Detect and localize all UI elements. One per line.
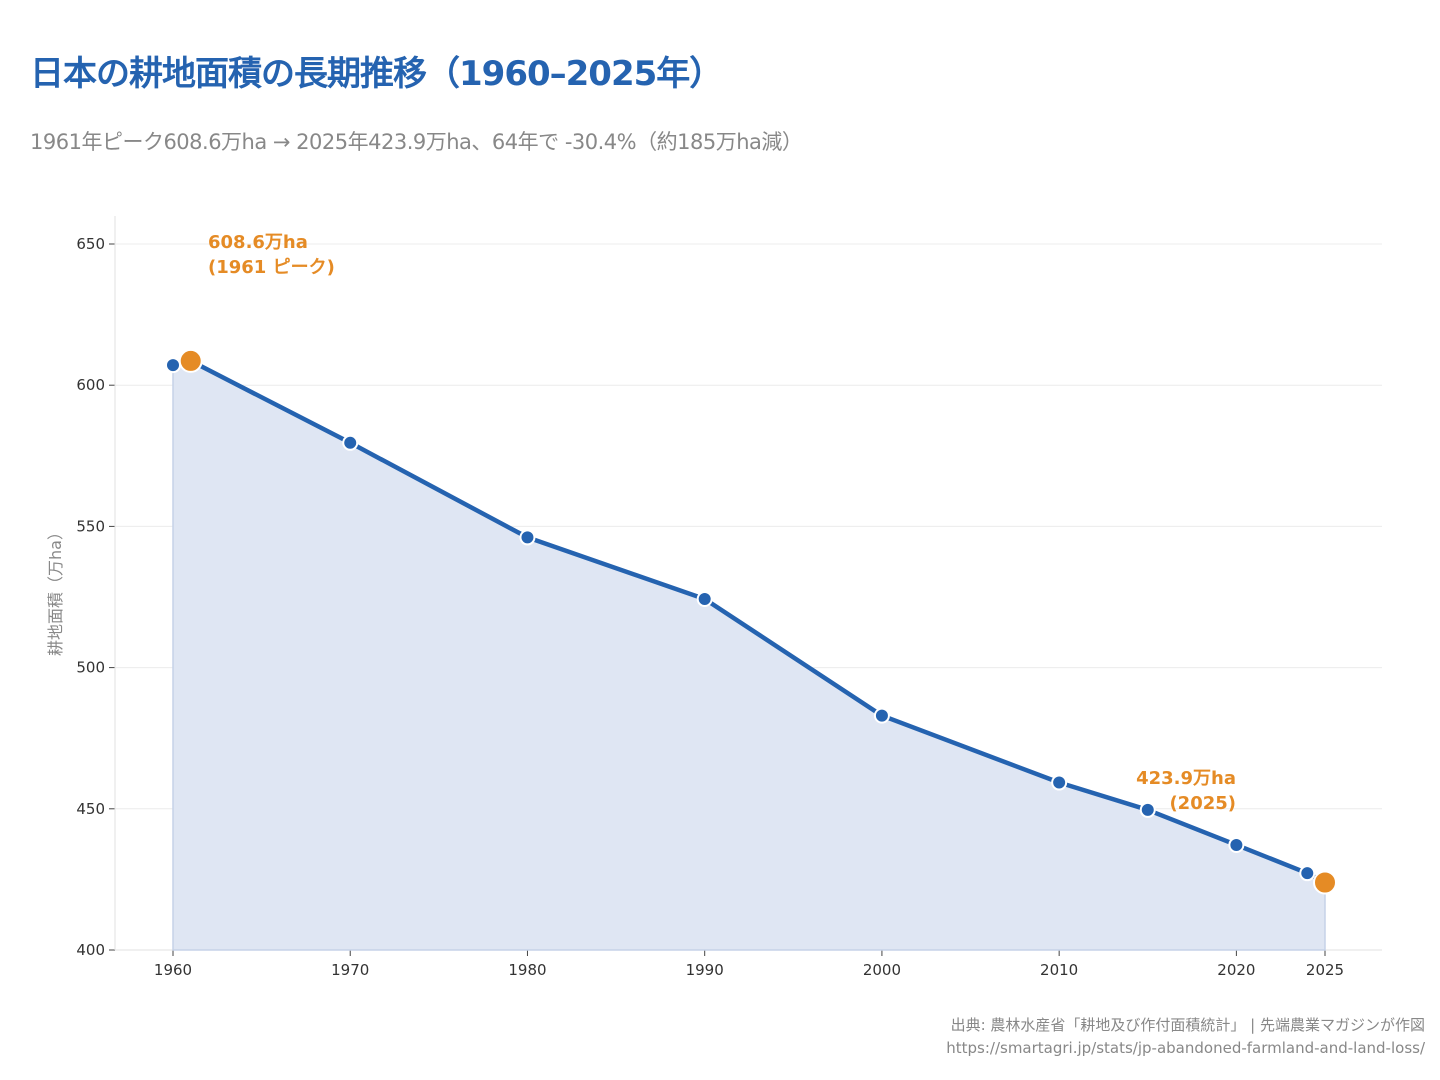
data-point — [519, 529, 536, 546]
data-point — [1299, 865, 1316, 882]
x-tick-label: 1990 — [686, 961, 724, 979]
y-tick-label: 400 — [76, 941, 105, 959]
y-tick-label: 500 — [76, 659, 105, 677]
annotation-label: (2025) — [1169, 793, 1236, 814]
data-point — [1228, 836, 1245, 853]
chart-title: 日本の耕地面積の長期推移（1960–2025年） — [30, 54, 723, 94]
x-tick-label: 2020 — [1217, 961, 1255, 979]
x-tick-label: 2000 — [863, 961, 901, 979]
data-point — [342, 434, 359, 451]
x-tick-label: 1980 — [508, 961, 546, 979]
data-point — [1139, 801, 1156, 818]
annotation-label: 608.6万ha — [208, 232, 308, 253]
annotation-label: (1961 ピーク) — [208, 257, 335, 278]
x-tick-label: 2025 — [1306, 961, 1344, 979]
y-axis-label: 耕地面積（万ha） — [46, 524, 65, 656]
data-point — [873, 707, 890, 724]
annotation-label: 423.9万ha — [1136, 768, 1236, 789]
x-tick-label: 2010 — [1040, 961, 1078, 979]
source-url: https://smartagri.jp/stats/jp-abandoned-… — [946, 1039, 1425, 1057]
x-tick-label: 1970 — [331, 961, 369, 979]
highlight-point — [178, 348, 203, 373]
x-tick-label: 1960 — [154, 961, 192, 979]
chart-subtitle: 1961年ピーク608.6万ha → 2025年423.9万ha、64年で -3… — [30, 130, 803, 154]
y-tick-label: 600 — [76, 376, 105, 394]
source-note: 出典: 農林水産省「耕地及び作付面積統計」 | 先端農業マガジンが作図 — [950, 1016, 1425, 1034]
data-point — [165, 357, 181, 374]
highlight-point — [1313, 870, 1337, 895]
y-tick-label: 450 — [76, 800, 105, 818]
y-tick-label: 550 — [76, 517, 105, 535]
data-point — [696, 590, 713, 607]
y-tick-label: 650 — [76, 235, 105, 253]
data-point — [1051, 774, 1068, 791]
